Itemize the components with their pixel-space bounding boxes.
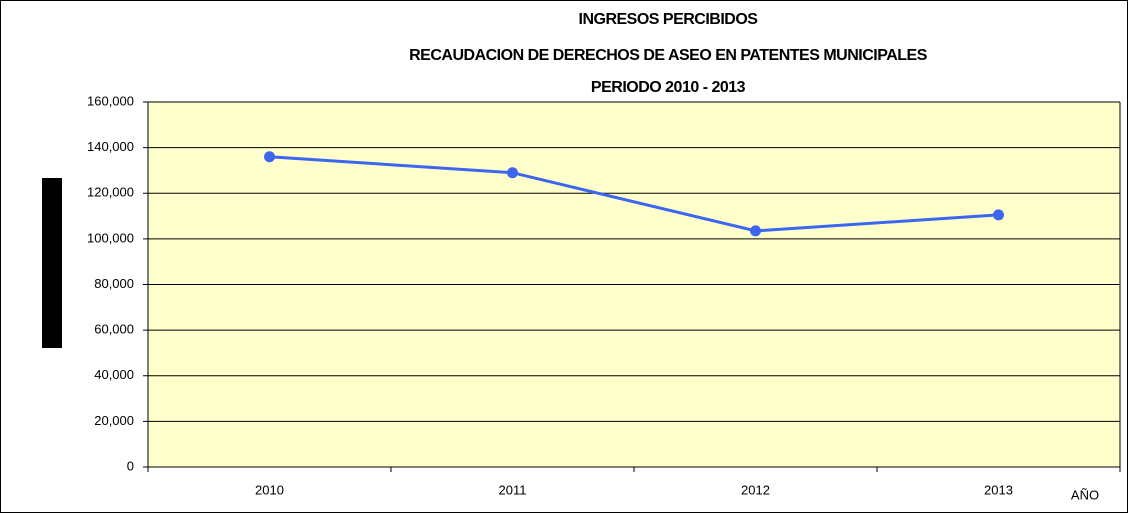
y-tick-label: 0	[127, 458, 134, 473]
y-tick-label: 160,000	[87, 93, 134, 108]
y-tick-label: 120,000	[87, 185, 134, 200]
y-tick-label: 20,000	[94, 413, 134, 428]
x-tick-label: 2010	[255, 482, 284, 497]
y-tick-label: 80,000	[94, 276, 134, 291]
x-tick-label: 2013	[984, 482, 1013, 497]
x-tick-label: 2012	[741, 482, 770, 497]
x-tick-label: 2011	[499, 482, 527, 497]
x-axis-label: AÑO	[1071, 487, 1099, 502]
y-tick-label: 40,000	[94, 367, 134, 382]
chart-subtitle: RECAUDACION DE DERECHOS DE ASEO EN PATEN…	[409, 47, 928, 64]
data-point	[750, 225, 761, 237]
y-tick-label: 100,000	[87, 230, 134, 245]
y-tick-label: 60,000	[94, 322, 134, 337]
y-axis-label-block	[42, 178, 62, 348]
data-point	[264, 151, 275, 163]
y-tick-label: 140,000	[87, 139, 134, 154]
data-point	[507, 167, 518, 179]
line-series	[269, 155, 999, 233]
data-point	[993, 209, 1004, 221]
chart-title: INGRESOS PERCIBIDOS	[579, 11, 759, 28]
chart-subtitle: PERIODO 2010 - 2013	[591, 79, 746, 96]
